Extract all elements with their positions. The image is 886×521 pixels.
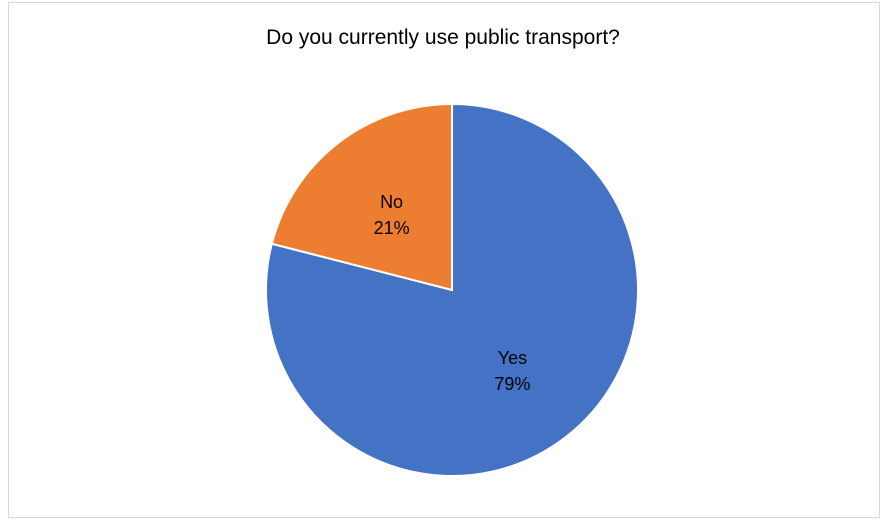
percent-label: 79% bbox=[494, 374, 530, 394]
pie-slice-no bbox=[270, 102, 453, 292]
category-label: Yes bbox=[498, 348, 527, 368]
data-label-no: No 21% bbox=[374, 192, 410, 238]
category-label: No bbox=[380, 192, 403, 212]
chart-title: Do you currently use public transport? bbox=[266, 26, 620, 49]
percent-label: 21% bbox=[374, 218, 410, 238]
data-label-yes: Yes 79% bbox=[494, 348, 530, 394]
